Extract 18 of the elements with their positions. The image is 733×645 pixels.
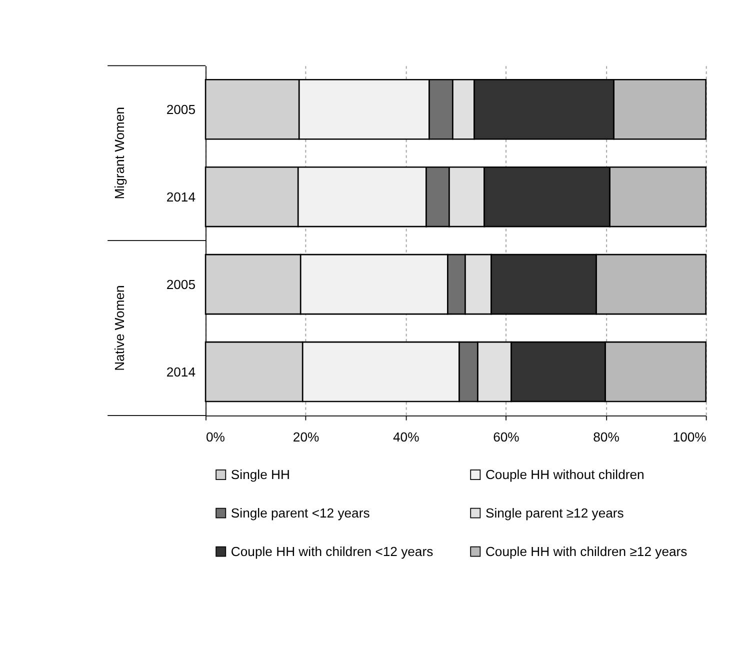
x-tick-label: 60%	[493, 429, 520, 444]
legend-label: Single HH	[230, 467, 290, 482]
legend-label: Couple HH with children ≥12 years	[485, 544, 688, 559]
x-tick-label: 80%	[593, 429, 620, 444]
text: Native Women	[112, 285, 128, 371]
legend-label: Couple HH with children <12 years	[230, 544, 434, 559]
text: Migrant Women	[112, 106, 128, 200]
legend-label: Single parent ≥12 years	[485, 505, 624, 520]
x-tick-label: 40%	[393, 429, 420, 444]
x-tick-label: 20%	[292, 429, 320, 444]
y-tick-label: 2014	[166, 364, 196, 380]
legend-label: Couple HH without children	[485, 467, 644, 482]
legend-label: Single parent <12 years	[230, 505, 370, 520]
y-tick-label: 2014	[166, 190, 196, 205]
y-tick-label: 2005	[166, 102, 196, 118]
x-tick-label: 100%	[672, 429, 707, 444]
y-tick-label: 2005	[166, 277, 196, 292]
x-tick-label: 0%	[206, 429, 226, 444]
